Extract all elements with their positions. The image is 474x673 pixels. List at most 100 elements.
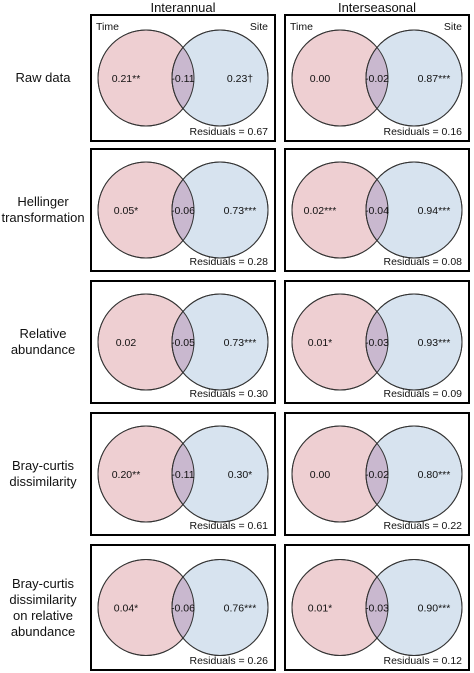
overlap-value: -0.02 (365, 469, 389, 481)
residuals-label: Residuals = 0.67 (189, 126, 268, 138)
circle-outline (97, 29, 195, 127)
time-set-label: Time (96, 21, 119, 33)
circle-outline (97, 559, 195, 656)
overlap-value: -0.06 (171, 603, 195, 615)
time-value: 0.01* (308, 337, 333, 349)
row-label-line: transformation (1, 210, 85, 225)
venn-panel: 0.02 -0.05 0.73*** Residuals = 0.30 (90, 280, 276, 404)
row-label-line: abundance (10, 623, 76, 639)
venn-diagram: 0.02*** -0.04 0.94*** (291, 161, 463, 259)
residuals-label: Residuals = 0.28 (189, 256, 268, 268)
circle-outline (365, 559, 463, 656)
row-label-line: on relative (13, 607, 73, 623)
time-value: 0.20** (112, 469, 141, 481)
site-value: 0.30* (228, 469, 253, 481)
row-label-line: Raw data (15, 70, 71, 85)
venn-diagram: 0.01* -0.03 0.90*** (291, 559, 463, 656)
residuals-label: Residuals = 0.30 (189, 388, 268, 400)
residuals-label: Residuals = 0.26 (189, 655, 268, 667)
venn-diagram: 0.01* -0.03 0.93*** (291, 293, 463, 391)
time-value: 0.00 (310, 469, 331, 481)
row-label: Bray-curtis dissimilarity (0, 412, 86, 536)
time-value: 0.21** (112, 73, 141, 85)
row-label-line: Bray-curtis (11, 458, 75, 473)
venn-diagram: 0.00 -0.02 0.80*** (291, 425, 463, 523)
site-value: 0.73*** (224, 205, 257, 217)
overlap-value: -0.04 (365, 205, 389, 217)
overlap-value: -0.06 (171, 205, 195, 217)
venn-diagram: 0.20** -0.11 0.30* (97, 425, 269, 523)
time-value: 0.04* (114, 603, 139, 615)
time-value: 0.02*** (304, 205, 337, 217)
time-value: 0.00 (310, 73, 331, 85)
residuals-label: Residuals = 0.16 (383, 126, 462, 138)
row-label: Bray-curtis dissimilarity on relative abund… (0, 544, 86, 671)
circle-outline (291, 29, 389, 127)
residuals-label: Residuals = 0.12 (383, 655, 462, 667)
venn-panel: 0.21** -0.11 0.23† Time Site Residuals = 0.67 (90, 14, 276, 142)
venn-diagram: 0.21** -0.11 0.23† Time Site (96, 21, 269, 127)
venn-diagram: 0.05* -0.06 0.73*** (97, 161, 269, 259)
row-label-line: Bray-curtis (11, 575, 75, 591)
residuals-label: Residuals = 0.08 (383, 256, 462, 268)
venn-diagram: 0.02 -0.05 0.73*** (97, 293, 269, 391)
circle-outline (291, 293, 389, 391)
circle-outline (97, 293, 195, 391)
overlap-value: -0.11 (171, 73, 194, 85)
circle-outline (365, 29, 463, 127)
residuals-label: Residuals = 0.09 (383, 388, 462, 400)
venn-panel: 0.05* -0.06 0.73*** Residuals = 0.28 (90, 148, 276, 272)
time-value: 0.01* (308, 603, 333, 615)
row-label-line: abundance (10, 342, 76, 357)
overlap-value: -0.05 (171, 337, 195, 349)
overlap-value: -0.03 (365, 603, 389, 615)
row-label-line: Relative (19, 326, 67, 341)
row-label: Relative abundance (0, 280, 86, 404)
circle-outline (365, 425, 463, 523)
row-label-line: dissimilarity (9, 474, 77, 489)
row-label: Raw data (0, 14, 86, 142)
overlap-value: -0.11 (171, 469, 194, 481)
venn-diagram: 0.00 -0.02 0.87*** Time Site (290, 21, 463, 127)
site-set-label: Site (444, 21, 462, 33)
circle-outline (291, 425, 389, 523)
circle-outline (291, 559, 389, 656)
venn-panel: 0.01* -0.03 0.90*** Residuals = 0.12 (284, 544, 470, 671)
site-value: 0.93*** (418, 337, 451, 349)
venn-panel: 0.04* -0.06 0.76*** Residuals = 0.26 (90, 544, 276, 671)
row-label: Hellinger transformation (0, 148, 86, 272)
circle-outline (291, 161, 389, 259)
row-label-line: Hellinger (17, 194, 69, 209)
site-set-label: Site (250, 21, 268, 33)
residuals-label: Residuals = 0.61 (189, 520, 268, 532)
circle-outline (365, 161, 463, 259)
venn-panel: 0.01* -0.03 0.93*** Residuals = 0.09 (284, 280, 470, 404)
venn-diagram: 0.04* -0.06 0.76*** (97, 559, 269, 656)
time-value: 0.02 (116, 337, 137, 349)
venn-panel: 0.00 -0.02 0.87*** Time Site Residuals = 0.16 (284, 14, 470, 142)
column-header-interannual: Interannual (150, 0, 216, 15)
site-value: 0.73*** (224, 337, 257, 349)
circle-outline (171, 559, 269, 656)
venn-panel: 0.20** -0.11 0.30* Residuals = 0.61 (90, 412, 276, 536)
time-set-label: Time (290, 21, 313, 33)
circle-outline (97, 161, 195, 259)
site-value: 0.80*** (418, 469, 451, 481)
venn-panel: 0.02*** -0.04 0.94*** Residuals = 0.08 (284, 148, 470, 272)
circle-outline (171, 29, 269, 127)
residuals-label: Residuals = 0.22 (383, 520, 462, 532)
site-value: 0.23† (227, 73, 253, 85)
column-header-interseasonal: Interseasonal (337, 0, 417, 15)
venn-panel: 0.00 -0.02 0.80*** Residuals = 0.22 (284, 412, 470, 536)
site-value: 0.87*** (418, 73, 451, 85)
site-value: 0.76*** (224, 603, 257, 615)
circle-outline (171, 425, 269, 523)
overlap-value: -0.03 (365, 337, 389, 349)
circle-outline (97, 425, 195, 523)
site-value: 0.94*** (418, 205, 451, 217)
row-label-line: dissimilarity (9, 591, 77, 607)
site-value: 0.90*** (418, 603, 451, 615)
circle-outline (171, 293, 269, 391)
time-value: 0.05* (114, 205, 139, 217)
circle-outline (171, 161, 269, 259)
